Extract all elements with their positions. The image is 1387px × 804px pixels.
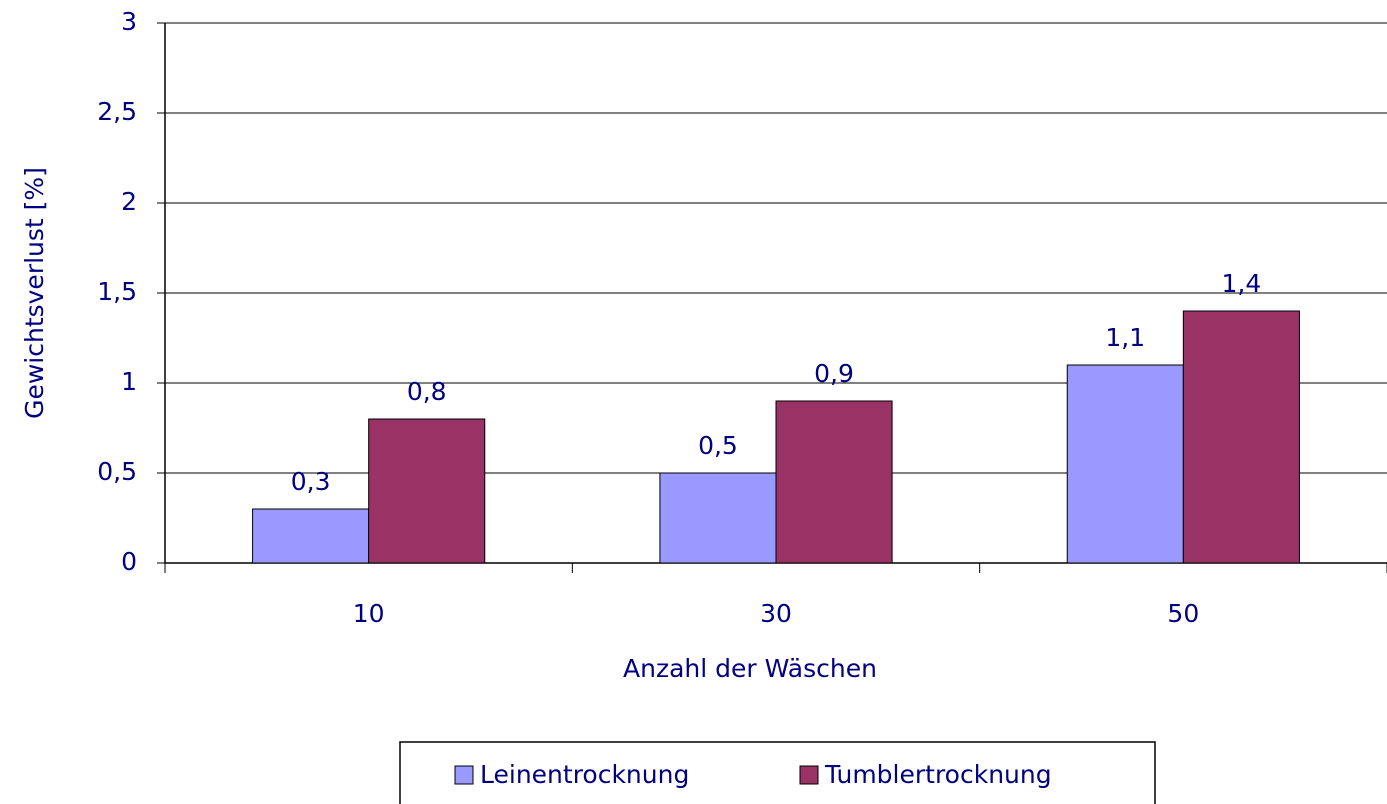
y-tick-label: 3 bbox=[121, 7, 137, 36]
x-tick-label: 10 bbox=[353, 599, 385, 628]
legend-label: Tumblertrocknung bbox=[824, 760, 1052, 789]
y-axis-label: Gewichtsverlust [%] bbox=[20, 167, 49, 419]
bar bbox=[775, 400, 893, 564]
bar bbox=[659, 472, 777, 564]
data-label: 1,1 bbox=[1105, 323, 1145, 352]
y-tick-label: 1,5 bbox=[97, 277, 137, 306]
data-label: 0,8 bbox=[407, 377, 447, 406]
data-label: 1,4 bbox=[1221, 269, 1261, 298]
legend-box bbox=[399, 741, 1156, 804]
y-tick-label: 1 bbox=[121, 367, 137, 396]
x-tick-label: 30 bbox=[760, 599, 792, 628]
bar bbox=[1066, 364, 1184, 564]
bar bbox=[252, 508, 370, 564]
x-tick-label: 50 bbox=[1167, 599, 1199, 628]
legend-label: Leinentrocknung bbox=[480, 760, 689, 789]
y-tick-label: 0 bbox=[121, 547, 137, 576]
y-tick-label: 2,5 bbox=[97, 97, 137, 126]
bar bbox=[368, 418, 486, 564]
data-label: 0,5 bbox=[698, 431, 738, 460]
y-tick-label: 2 bbox=[121, 187, 137, 216]
legend-swatch bbox=[454, 765, 474, 785]
legend-swatch bbox=[799, 765, 819, 785]
data-label: 0,9 bbox=[814, 359, 854, 388]
data-label: 0,3 bbox=[291, 467, 331, 496]
x-axis-label: Anzahl der Wäschen bbox=[623, 654, 877, 683]
bar bbox=[1182, 310, 1300, 564]
y-tick-label: 0,5 bbox=[97, 457, 137, 486]
